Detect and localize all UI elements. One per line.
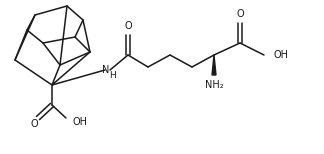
Text: N: N — [102, 65, 110, 75]
Text: O: O — [124, 21, 132, 31]
Text: OH: OH — [274, 50, 289, 60]
Text: NH₂: NH₂ — [205, 80, 223, 90]
Text: O: O — [236, 9, 244, 19]
Text: OH: OH — [72, 117, 87, 127]
Polygon shape — [212, 55, 216, 75]
Text: O: O — [30, 119, 38, 129]
Text: H: H — [109, 71, 115, 79]
